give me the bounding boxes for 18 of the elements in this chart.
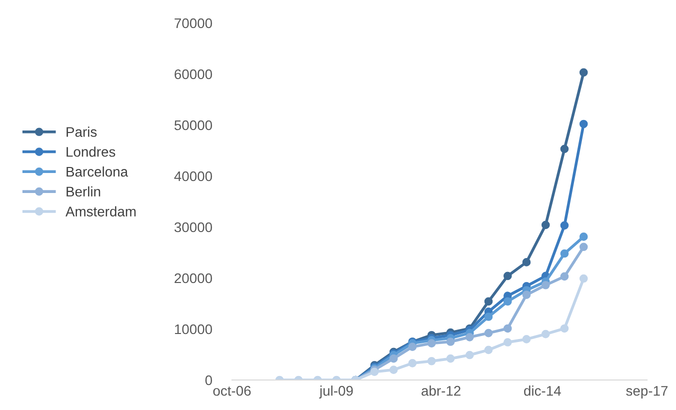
y-tick-label: 50000 [174,120,212,130]
x-tick-label: jul-09 [319,386,353,399]
x-tick-label: sep-17 [626,386,668,399]
legend-label: Londres [66,146,116,157]
y-tick-label: 70000 [174,18,212,28]
legend-label: Berlin [66,186,100,197]
x-tick-label: oct-06 [213,386,251,396]
legend-label: Barcelona [66,166,128,177]
x-tick-label: abr-12 [422,386,460,396]
y-tick-label: 40000 [174,171,212,182]
y-tick-label: 60000 [174,69,212,80]
legend-label: Paris [66,126,97,137]
x-tick-label: dic-14 [524,386,561,396]
legend-label: Amsterdam [66,206,136,216]
y-tick-label: 30000 [174,222,212,232]
y-tick-label: 0 [205,375,212,386]
y-tick-label: 10000 [174,324,212,334]
y-tick-label: 20000 [174,273,212,284]
